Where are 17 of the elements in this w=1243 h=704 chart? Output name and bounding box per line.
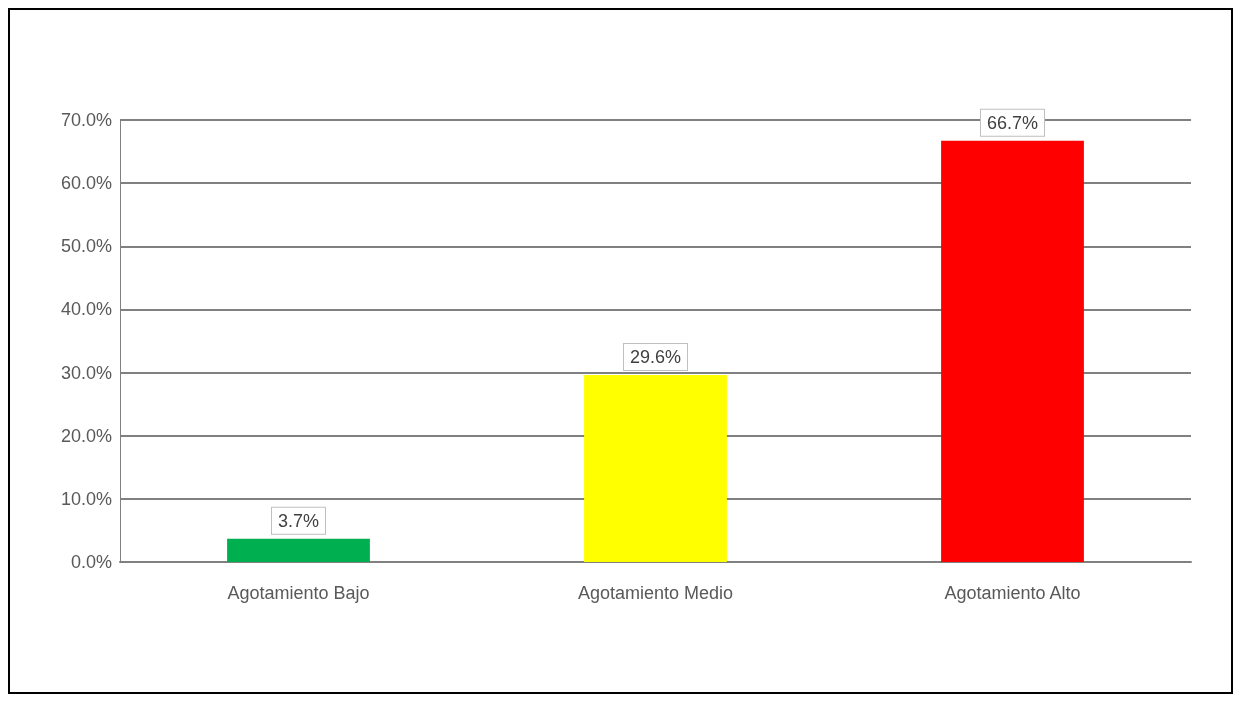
y-tick-label: 40.0% bbox=[60, 299, 112, 320]
y-tick-label: 20.0% bbox=[60, 425, 112, 446]
y-tick-label: 30.0% bbox=[60, 362, 112, 383]
y-tick-label: 50.0% bbox=[60, 236, 112, 257]
x-tick-label: Agotamiento Medio bbox=[577, 583, 734, 603]
data-label: 66.7% bbox=[986, 112, 1039, 133]
bar bbox=[941, 140, 1084, 562]
bar bbox=[227, 538, 370, 562]
y-tick-label: 0.0% bbox=[70, 552, 112, 572]
data-label: 3.7% bbox=[277, 510, 320, 531]
data-label: 29.6% bbox=[629, 347, 682, 368]
x-tick-label: Agotamiento Alto bbox=[944, 583, 1081, 603]
x-tick-label: Agotamiento Bajo bbox=[227, 583, 370, 603]
y-tick-label: 60.0% bbox=[60, 173, 112, 194]
y-tick-label: 70.0% bbox=[60, 110, 112, 130]
y-tick-label: 10.0% bbox=[60, 488, 112, 509]
bar bbox=[584, 375, 727, 562]
